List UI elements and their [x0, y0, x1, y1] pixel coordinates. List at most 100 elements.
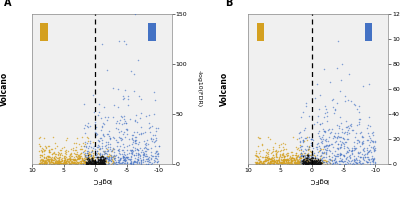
Point: [78, 151, 85, 155]
Point: [268, 158, 274, 161]
Point: [85, 122, 92, 125]
Point: [357, 117, 363, 120]
Point: [259, 162, 266, 165]
Point: [127, 148, 134, 152]
Point: [86, 161, 92, 164]
Point: [339, 127, 345, 130]
Point: [317, 159, 324, 162]
Point: [334, 66, 340, 69]
Point: [52, 158, 58, 161]
Point: [90, 161, 96, 165]
Point: [254, 135, 261, 139]
Point: [369, 140, 375, 143]
Point: [104, 162, 111, 165]
Point: [304, 155, 310, 158]
Point: [58, 148, 64, 151]
Point: [280, 158, 286, 162]
Point: [90, 161, 96, 164]
Point: [86, 162, 93, 165]
Point: [102, 162, 108, 165]
Point: [298, 147, 304, 151]
Point: [116, 130, 122, 134]
Point: [273, 156, 280, 159]
Point: [304, 153, 311, 156]
Point: [121, 157, 128, 160]
Point: [103, 141, 109, 144]
Point: [116, 158, 122, 161]
Point: [328, 130, 334, 133]
Point: [82, 140, 88, 143]
Point: [288, 159, 294, 162]
Point: [360, 155, 366, 158]
Point: [281, 162, 287, 165]
Point: [143, 152, 149, 155]
Point: [103, 156, 110, 159]
Point: [351, 155, 358, 158]
Point: [269, 161, 275, 164]
Point: [89, 160, 96, 163]
Point: [80, 162, 86, 166]
Point: [360, 84, 366, 87]
Point: [308, 151, 314, 154]
Point: [81, 159, 87, 162]
Point: [284, 152, 290, 155]
Point: [299, 161, 305, 164]
Point: [288, 159, 294, 162]
Point: [98, 117, 104, 120]
Point: [38, 149, 45, 152]
Point: [99, 159, 105, 162]
Point: [105, 161, 111, 164]
Point: [351, 140, 357, 143]
Point: [92, 161, 98, 164]
Point: [311, 161, 317, 165]
Point: [327, 132, 333, 135]
Point: [83, 156, 89, 159]
Point: [95, 157, 101, 160]
Point: [269, 159, 275, 162]
Point: [36, 137, 42, 140]
Point: [151, 90, 157, 94]
Point: [288, 156, 294, 160]
Point: [300, 151, 307, 154]
Point: [86, 160, 92, 163]
Point: [256, 152, 262, 155]
Point: [348, 123, 354, 126]
Point: [56, 149, 63, 152]
Point: [348, 100, 355, 103]
Point: [256, 162, 262, 165]
Point: [153, 129, 160, 132]
Point: [265, 151, 271, 154]
Point: [361, 153, 367, 156]
Point: [314, 162, 320, 165]
Point: [61, 162, 68, 166]
Point: [299, 153, 305, 156]
Point: [68, 161, 74, 164]
Point: [55, 161, 62, 164]
Point: [276, 160, 283, 163]
Point: [307, 162, 313, 165]
Point: [121, 121, 127, 124]
Point: [141, 146, 147, 150]
Point: [119, 160, 125, 163]
Point: [304, 159, 310, 162]
Point: [97, 146, 103, 149]
Point: [103, 151, 109, 154]
Point: [82, 157, 88, 160]
Point: [315, 132, 322, 135]
Point: [305, 147, 312, 151]
Point: [98, 162, 104, 165]
Point: [302, 101, 309, 105]
Point: [275, 162, 281, 165]
Point: [255, 155, 261, 159]
Point: [300, 162, 306, 165]
Point: [70, 161, 76, 164]
Point: [66, 154, 73, 157]
Point: [111, 103, 118, 106]
Point: [315, 161, 321, 164]
Point: [318, 139, 325, 142]
Point: [310, 162, 317, 165]
Point: [89, 162, 95, 165]
Point: [365, 150, 372, 154]
Point: [97, 158, 104, 161]
Point: [260, 159, 266, 163]
